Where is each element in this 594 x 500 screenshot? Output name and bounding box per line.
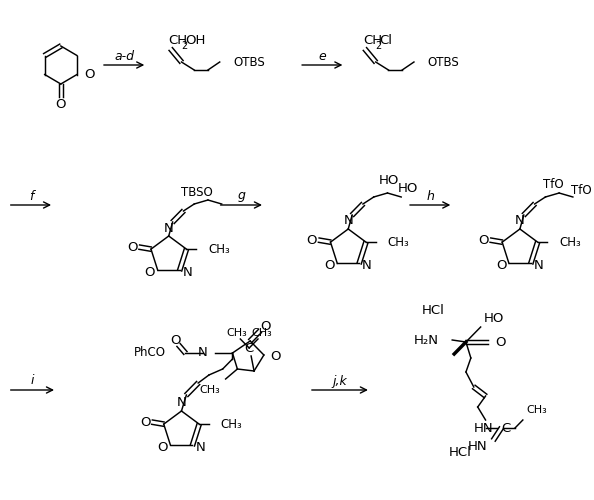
Text: C: C (245, 342, 254, 354)
Text: e: e (318, 50, 326, 62)
Text: g: g (238, 190, 245, 202)
Text: N: N (176, 396, 187, 409)
Text: j,k: j,k (333, 374, 347, 388)
Text: CH: CH (169, 34, 188, 48)
Text: CH₃: CH₃ (559, 236, 581, 248)
Text: O: O (495, 336, 506, 349)
Text: O: O (127, 240, 138, 254)
Text: CH: CH (363, 34, 382, 48)
Text: O: O (307, 234, 317, 246)
Text: 2: 2 (375, 41, 382, 51)
Text: O: O (170, 334, 181, 346)
Text: O: O (261, 320, 271, 334)
Text: O: O (157, 441, 168, 454)
Text: OH: OH (185, 34, 206, 48)
Text: PhCO: PhCO (134, 346, 166, 360)
Text: CH₃: CH₃ (208, 242, 230, 256)
Text: HO: HO (379, 174, 400, 188)
Text: O: O (140, 416, 150, 428)
Text: N: N (198, 346, 208, 360)
Text: HCl: HCl (448, 446, 471, 458)
Text: CH₃: CH₃ (387, 236, 409, 248)
Text: HN: HN (474, 422, 494, 434)
Text: a-d: a-d (114, 50, 134, 62)
Text: CH₃: CH₃ (199, 385, 220, 395)
Text: OTBS: OTBS (428, 56, 459, 68)
Text: O: O (270, 350, 280, 362)
Text: N: N (164, 222, 173, 234)
Text: CH₃: CH₃ (527, 405, 548, 415)
Text: N: N (534, 259, 544, 272)
Text: O: O (56, 98, 66, 110)
Text: f: f (29, 190, 33, 202)
Text: H₂N: H₂N (413, 334, 438, 346)
Text: C: C (501, 422, 510, 434)
Text: N: N (362, 259, 372, 272)
Text: CH₃: CH₃ (226, 328, 247, 338)
Text: TfO: TfO (544, 178, 564, 192)
Text: TBSO: TBSO (181, 186, 213, 198)
Text: O: O (478, 234, 489, 246)
Text: N: N (343, 214, 353, 228)
Text: HO: HO (397, 182, 418, 196)
Text: h: h (426, 190, 434, 202)
Text: HO: HO (484, 312, 504, 326)
Text: N: N (515, 214, 525, 228)
Text: N: N (182, 266, 192, 279)
Text: HN: HN (468, 440, 488, 452)
Text: i: i (31, 374, 34, 388)
Text: Cl: Cl (380, 34, 393, 48)
Text: OTBS: OTBS (233, 56, 265, 68)
Text: CH₃: CH₃ (251, 328, 272, 338)
Text: O: O (145, 266, 155, 279)
Text: TfO: TfO (571, 184, 592, 198)
Text: N: N (195, 441, 205, 454)
Text: O: O (324, 259, 334, 272)
Text: 2: 2 (182, 41, 188, 51)
Text: CH₃: CH₃ (221, 418, 242, 430)
Text: O: O (496, 259, 506, 272)
Text: HCl: HCl (422, 304, 445, 316)
Text: O: O (84, 68, 94, 81)
